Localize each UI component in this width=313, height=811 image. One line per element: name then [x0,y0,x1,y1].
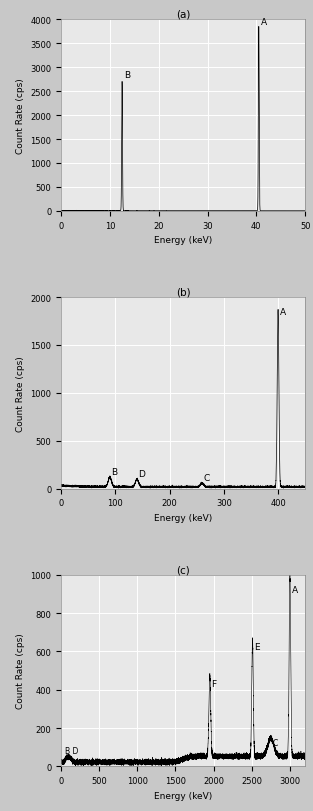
Title: (a): (a) [176,10,190,19]
X-axis label: Energy (keV): Energy (keV) [154,236,212,245]
Y-axis label: Count Rate (cps): Count Rate (cps) [16,78,25,154]
Y-axis label: Count Rate (cps): Count Rate (cps) [16,633,25,709]
X-axis label: Energy (keV): Energy (keV) [154,791,212,800]
Text: C: C [204,474,210,483]
X-axis label: Energy (keV): Energy (keV) [154,513,212,522]
Text: B: B [124,71,130,79]
Text: A: A [291,586,298,594]
Text: C: C [272,738,278,747]
Text: B D: B D [65,746,78,755]
Text: A: A [261,18,267,27]
Text: F: F [211,679,217,688]
Title: (b): (b) [176,287,190,297]
Text: B: B [111,467,118,476]
Title: (c): (c) [176,564,190,574]
Y-axis label: Count Rate (cps): Count Rate (cps) [16,355,25,431]
Text: D: D [139,469,146,478]
Text: A: A [280,308,286,317]
Text: E: E [254,642,260,651]
